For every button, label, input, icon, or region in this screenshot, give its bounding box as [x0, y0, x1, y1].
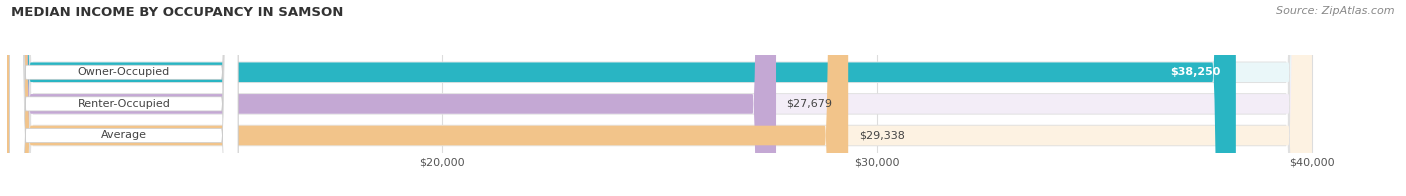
FancyBboxPatch shape	[7, 0, 1312, 196]
FancyBboxPatch shape	[7, 0, 1312, 196]
FancyBboxPatch shape	[7, 0, 1312, 196]
FancyBboxPatch shape	[7, 0, 776, 196]
Text: $29,338: $29,338	[859, 131, 904, 141]
Text: Average: Average	[101, 131, 146, 141]
FancyBboxPatch shape	[10, 0, 238, 196]
Text: $27,679: $27,679	[786, 99, 832, 109]
FancyBboxPatch shape	[10, 0, 238, 196]
FancyBboxPatch shape	[7, 0, 1312, 196]
Text: Source: ZipAtlas.com: Source: ZipAtlas.com	[1277, 6, 1395, 16]
Text: $38,250: $38,250	[1170, 67, 1220, 77]
FancyBboxPatch shape	[7, 0, 1312, 196]
Text: Renter-Occupied: Renter-Occupied	[77, 99, 170, 109]
FancyBboxPatch shape	[10, 0, 238, 196]
FancyBboxPatch shape	[7, 0, 848, 196]
Text: Owner-Occupied: Owner-Occupied	[77, 67, 170, 77]
Text: MEDIAN INCOME BY OCCUPANCY IN SAMSON: MEDIAN INCOME BY OCCUPANCY IN SAMSON	[11, 6, 343, 19]
FancyBboxPatch shape	[7, 0, 1236, 196]
FancyBboxPatch shape	[7, 0, 1312, 196]
